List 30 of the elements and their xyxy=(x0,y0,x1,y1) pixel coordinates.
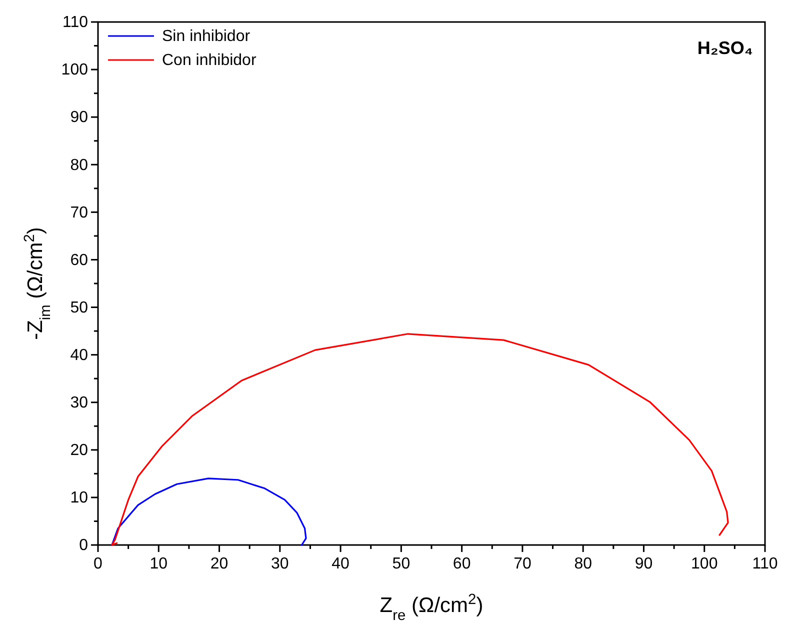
y-tick-label: 60 xyxy=(70,252,88,269)
legend-label: Con inhibidor xyxy=(162,52,257,69)
line-series xyxy=(111,478,307,546)
x-tick-label: 40 xyxy=(332,555,350,572)
y-tick-label: 90 xyxy=(70,109,88,126)
y-tick-label: 0 xyxy=(79,537,88,554)
y-tick-label: 80 xyxy=(70,156,88,174)
x-tick-label: 100 xyxy=(691,555,718,572)
x-tick-label: 20 xyxy=(210,555,228,572)
y-tick-label: 100 xyxy=(61,62,88,79)
x-tick-label: 50 xyxy=(392,555,410,572)
x-tick-label: 80 xyxy=(574,555,592,572)
x-axis-title: Z$_{re}$ (Ω/cm$^{2}$) xyxy=(380,592,484,624)
x-tick-label: 70 xyxy=(514,555,532,572)
annotation: H₂SO₄ xyxy=(697,38,753,58)
x-tick-label: 60 xyxy=(452,555,471,572)
y-tick-label: 110 xyxy=(62,14,88,32)
x-tick-label: 10 xyxy=(150,555,168,572)
y-tick-label: 10 xyxy=(70,490,88,507)
x-tick-label: 0 xyxy=(94,555,103,572)
y-tick-label: 50 xyxy=(70,299,88,316)
x-tick-label: 90 xyxy=(634,555,653,572)
x-tick-label: 110 xyxy=(752,555,778,572)
y-tick-label: 70 xyxy=(70,204,88,222)
y-tick-label: 40 xyxy=(70,346,88,364)
y-tick-label: 20 xyxy=(70,442,88,460)
line-series xyxy=(111,333,729,546)
legend-label: Sin inhibidor xyxy=(162,28,251,45)
y-tick-label: 30 xyxy=(70,394,88,412)
x-tick-label: 30 xyxy=(271,555,289,572)
